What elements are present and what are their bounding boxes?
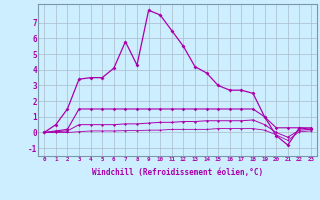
X-axis label: Windchill (Refroidissement éolien,°C): Windchill (Refroidissement éolien,°C) — [92, 168, 263, 177]
